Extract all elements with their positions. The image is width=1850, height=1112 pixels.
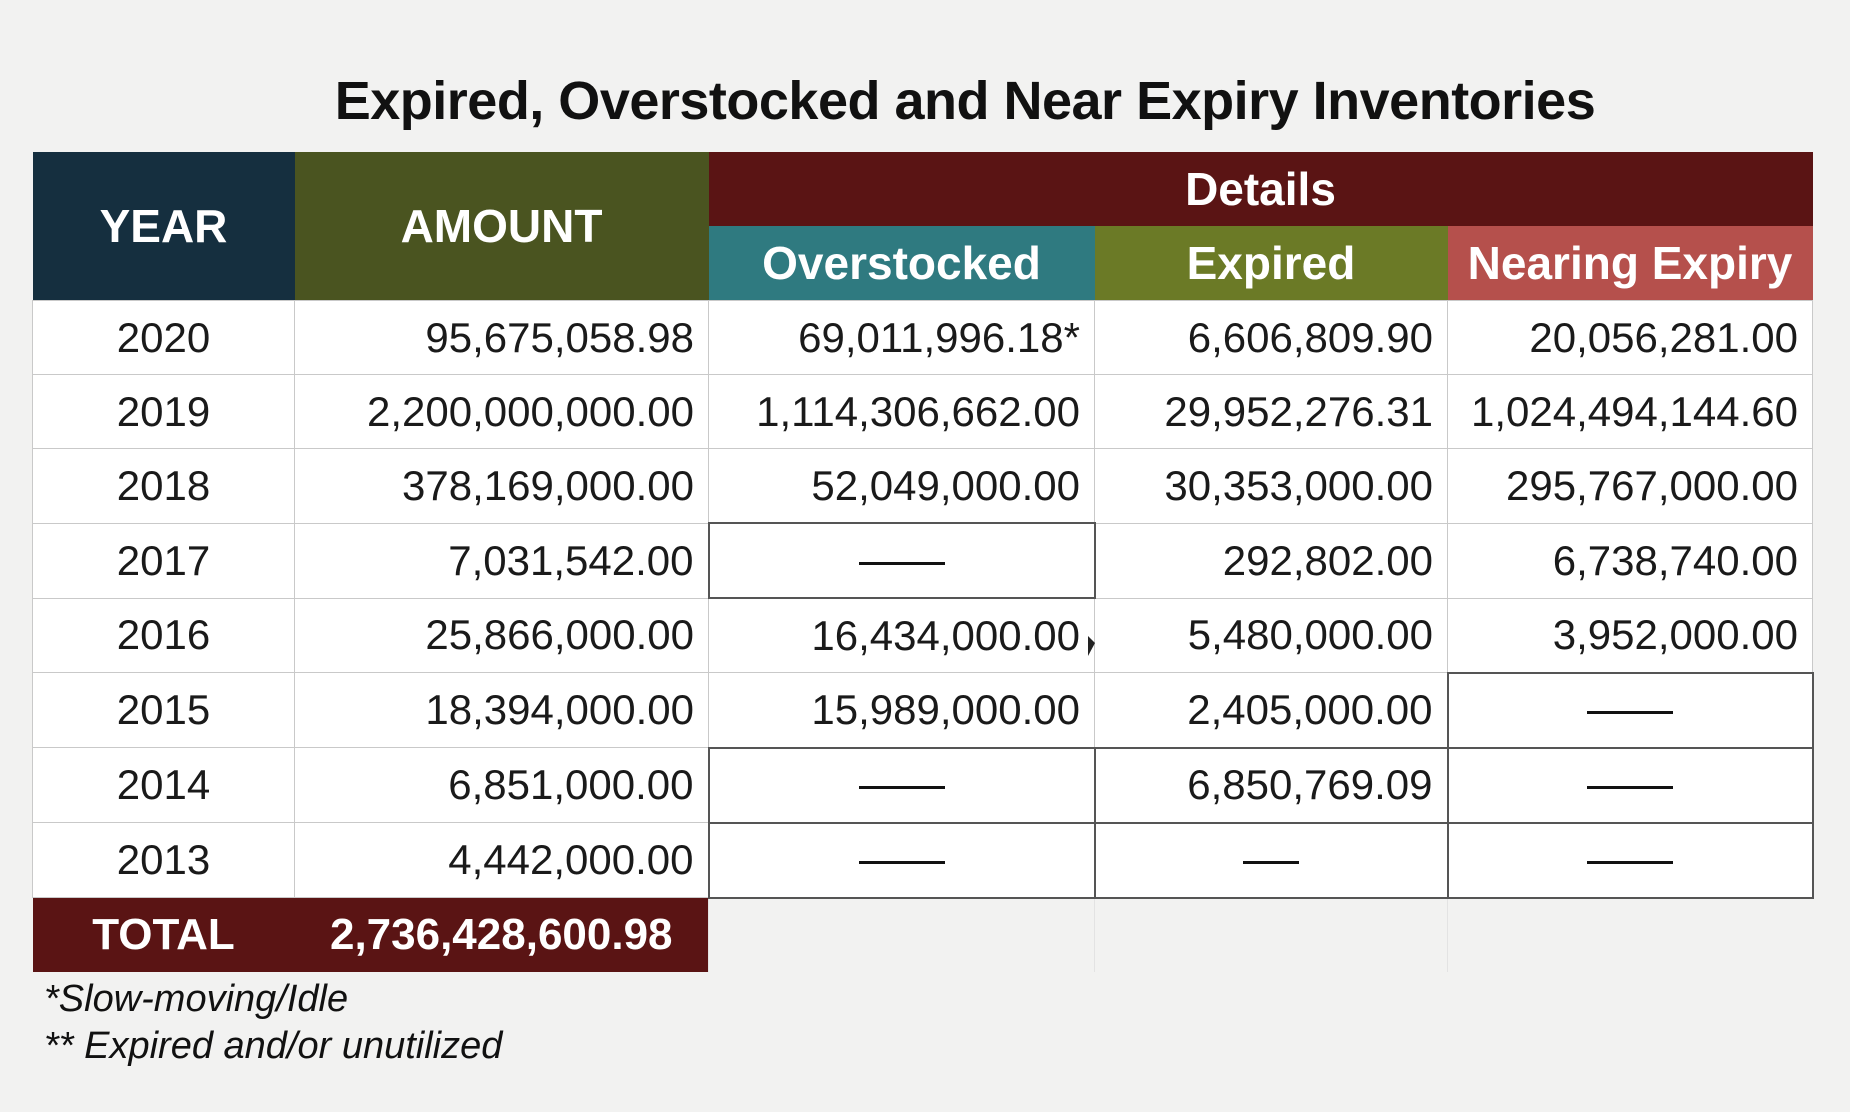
cell-expired: 29,952,276.31 <box>1094 374 1448 449</box>
total-empty-cell <box>1447 897 1813 972</box>
cell-amount: 18,394,000.00 <box>294 672 709 748</box>
cell-overstocked: 52,049,000.00 <box>708 448 1095 524</box>
table-row: 2013 4,442,000.00 <box>32 821 1814 899</box>
cell-year: 2013 <box>32 822 295 898</box>
empty-dash <box>858 861 945 865</box>
table-row: 2018 378,169,000.00 52,049,000.00 30,353… <box>32 448 1813 524</box>
cell-overstocked-empty <box>707 746 1096 824</box>
empty-dash <box>1243 861 1299 865</box>
empty-dash <box>1587 861 1673 865</box>
cell-overstocked: 69,011,996.18* <box>708 300 1095 375</box>
header-expired: Expired <box>1094 226 1448 301</box>
header-year: YEAR <box>32 152 295 301</box>
cell-nearing-expiry: 3,952,000.00 <box>1447 597 1813 673</box>
cell-year: 2015 <box>32 672 295 748</box>
cell-amount: 7,031,542.00 <box>294 522 709 599</box>
cell-expired: 2,405,000.00 <box>1094 672 1448 748</box>
total-label: TOTAL <box>32 897 295 972</box>
slide-title: Expired, Overstocked and Near Expiry Inv… <box>334 71 1596 131</box>
cell-amount: 4,442,000.00 <box>294 822 709 898</box>
empty-dash <box>858 561 945 565</box>
table-row: 2017 7,031,542.00 292,802.00 6,738,740.0… <box>32 522 1813 599</box>
cell-overstocked-empty <box>707 821 1096 899</box>
inventory-table: YEAR AMOUNT Details Overstocked Expired … <box>32 152 1814 972</box>
cell-expired: 292,802.00 <box>1094 522 1448 599</box>
cell-year: 2019 <box>32 374 295 449</box>
cell-nearing-expiry: 1,024,494,144.60 <box>1447 374 1813 449</box>
cell-nearing-expiry: 295,767,000.00 <box>1447 448 1813 524</box>
empty-dash <box>858 786 945 790</box>
table-row: 2014 6,851,000.00 6,850,769.09 <box>32 746 1814 824</box>
header-details: Details <box>708 152 1813 226</box>
cell-overstocked: 16,434,000.00 <box>708 597 1095 673</box>
cell-expired-empty <box>1093 821 1449 899</box>
footnotes: *Slow-moving/Idle ** Expired and/or unut… <box>44 976 502 1070</box>
header-amount: AMOUNT <box>294 152 709 301</box>
cell-year: 2014 <box>32 747 295 823</box>
cell-overstocked-empty <box>707 522 1096 599</box>
cell-nearing-expiry: 6,738,740.00 <box>1447 522 1813 599</box>
cell-year: 2016 <box>32 597 295 673</box>
cell-amount: 2,200,000,000.00 <box>294 374 709 449</box>
cell-nearing-expiry: 20,056,281.00 <box>1447 300 1813 375</box>
empty-dash <box>1587 786 1673 790</box>
mouse-cursor-icon <box>1088 636 1095 656</box>
empty-dash <box>1587 711 1673 715</box>
cell-amount: 378,169,000.00 <box>294 448 709 524</box>
cell-nearing-expiry-empty <box>1446 821 1814 899</box>
total-amount: 2,736,428,600.98 <box>294 897 709 972</box>
total-row: TOTAL 2,736,428,600.98 <box>32 897 1813 972</box>
cell-expired: 30,353,000.00 <box>1094 448 1448 524</box>
cell-overstocked: 15,989,000.00 <box>708 672 1095 748</box>
cell-nearing-expiry-empty <box>1446 671 1814 749</box>
table-row: 2019 2,200,000,000.00 1,114,306,662.00 2… <box>32 374 1813 449</box>
total-empty-cell <box>708 897 1095 972</box>
footnote-slow-moving: *Slow-moving/Idle <box>44 978 349 1020</box>
cell-amount: 25,866,000.00 <box>294 597 709 673</box>
total-empty-cell <box>1094 897 1448 972</box>
footnote-expired: ** Expired and/or unutilized <box>44 1025 503 1067</box>
cell-expired: 6,850,769.09 <box>1093 746 1449 824</box>
cell-overstocked: 1,114,306,662.00 <box>708 374 1095 449</box>
header-overstocked: Overstocked <box>708 226 1095 301</box>
cell-year: 2018 <box>32 448 295 524</box>
cell-nearing-expiry-empty <box>1446 746 1814 824</box>
table-row: 2015 18,394,000.00 15,989,000.00 2,405,0… <box>32 671 1814 749</box>
table-row: 2016 25,866,000.00 16,434,000.00 5,480,0… <box>32 597 1813 673</box>
cell-year: 2020 <box>32 300 295 375</box>
cell-expired: 5,480,000.00 <box>1094 597 1448 673</box>
table-row: 2020 95,675,058.98 69,011,996.18* 6,606,… <box>32 300 1813 375</box>
header-nearing-expiry: Nearing Expiry <box>1447 226 1813 301</box>
cell-expired: 6,606,809.90 <box>1094 300 1448 375</box>
cell-amount: 6,851,000.00 <box>294 747 709 823</box>
cell-amount: 95,675,058.98 <box>294 300 709 375</box>
cell-year: 2017 <box>32 522 295 599</box>
